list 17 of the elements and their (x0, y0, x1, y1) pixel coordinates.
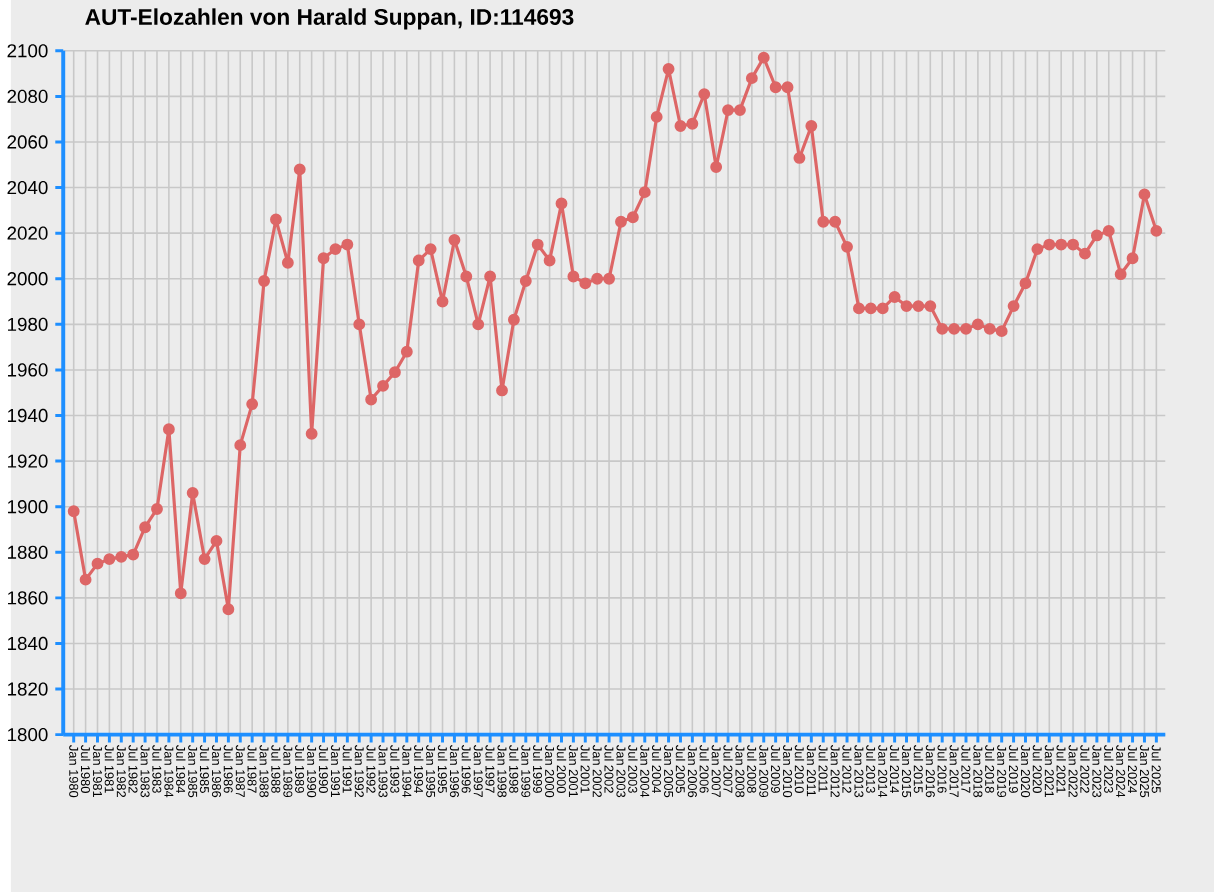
y-tick-label: 2000 (7, 272, 48, 286)
y-tick-label: 2060 (7, 135, 48, 149)
y-tick-label: 2080 (7, 89, 48, 104)
y-tick-label: 1900 (8, 500, 48, 514)
chart-title: AUT-Elozahlen von Harald Suppan, ID:114693 (85, 8, 574, 30)
y-tick-label: 1800 (8, 728, 48, 742)
y-tick-label: 2040 (7, 180, 48, 195)
y-tick-label: 1880 (8, 545, 48, 559)
y-tick-label: 1860 (8, 591, 48, 605)
y-tick-label: 1940 (8, 408, 48, 423)
y-tick-label: 2020 (7, 226, 48, 240)
y-tick-label: 1820 (8, 682, 48, 696)
y-tick-label: 1980 (8, 317, 48, 332)
y-tick-label: 2100 (7, 44, 48, 58)
y-tick-label: 1840 (8, 636, 48, 651)
y-tick-label: 1960 (8, 363, 48, 377)
y-tick-label: 1920 (8, 454, 48, 468)
